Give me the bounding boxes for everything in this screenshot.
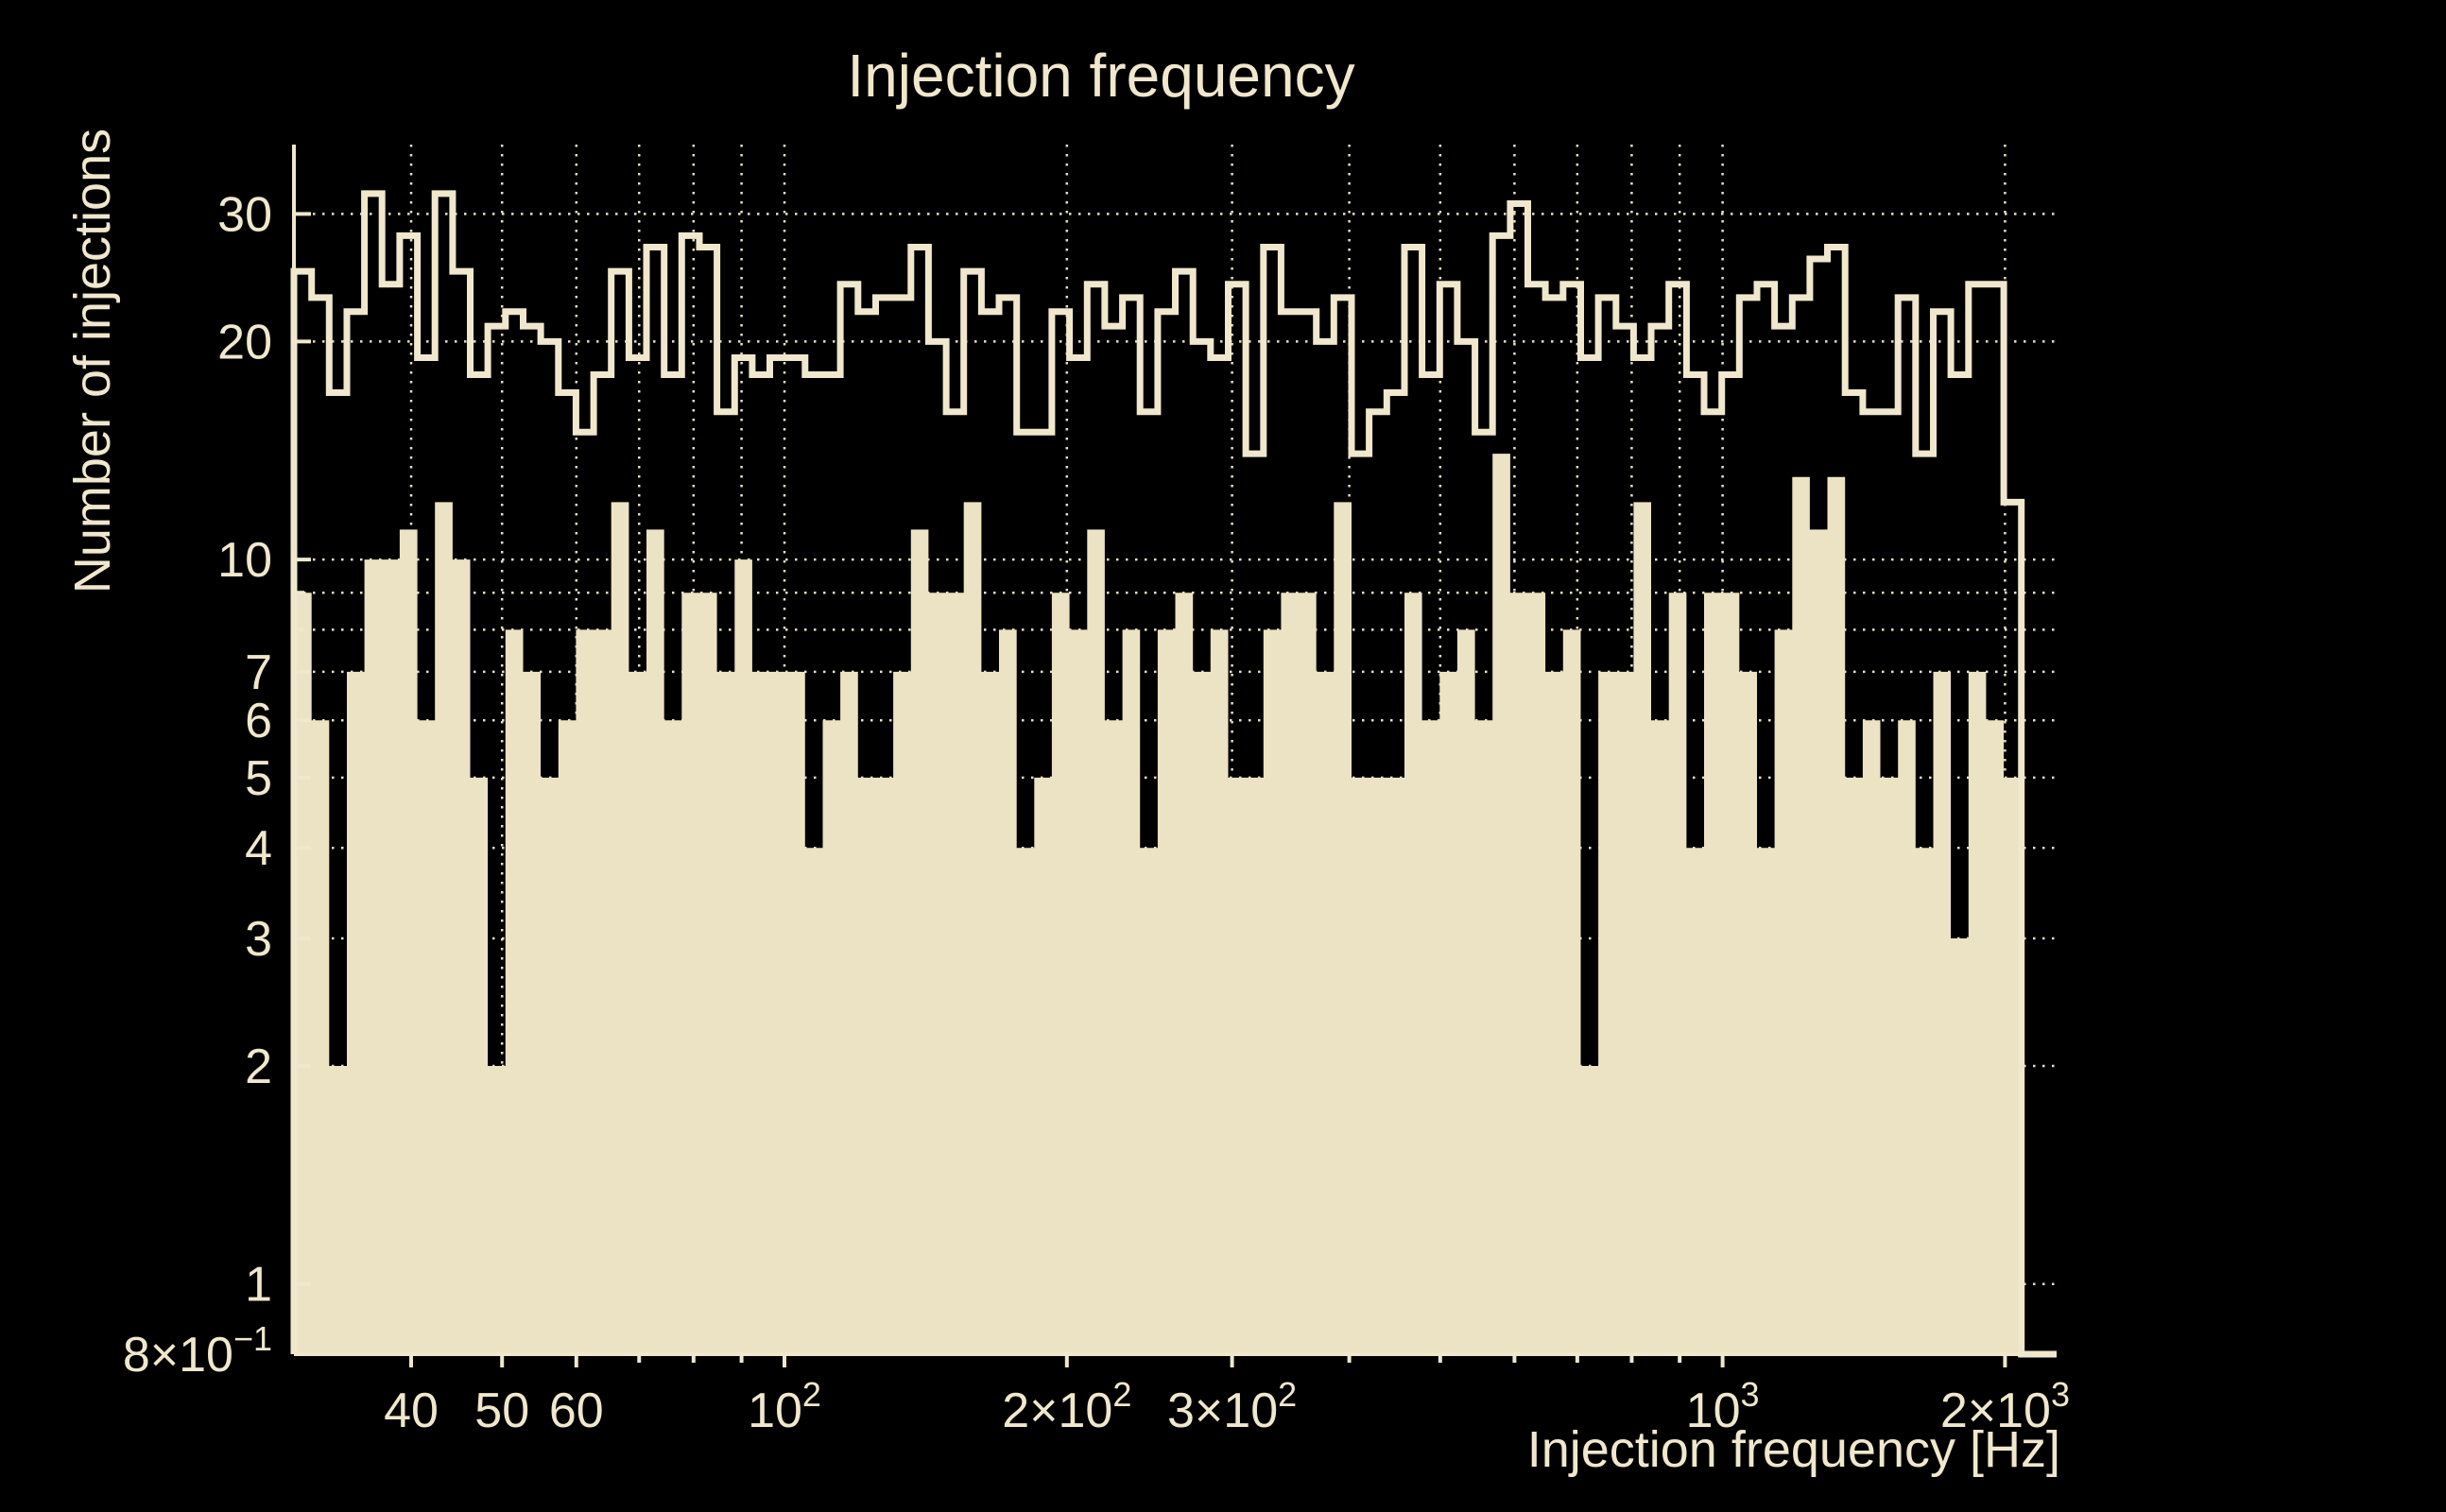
filled-histogram-path [294,454,2057,1355]
x-tick-label: 103 [1686,1375,1760,1438]
x-tick-label: 3×102 [1167,1375,1297,1438]
x-tick-label: 40 [384,1383,439,1438]
y-tick-label: 6 [245,694,272,748]
y-tick-label: 8×10−1 [123,1319,272,1383]
y-tick-label: 3 [245,912,272,967]
x-tick-label: 102 [748,1375,821,1438]
y-tick-label: 7 [245,645,272,700]
axes-and-ticks [292,145,2057,1367]
filled-histogram [294,454,2057,1355]
y-tick-label: 2 [245,1040,272,1094]
x-axis-title: Injection frequency [Hz] [1527,1421,2060,1478]
x-tick-label: 2×102 [1002,1375,1131,1438]
y-tick-label: 30 [217,187,272,242]
x-tick-label: 50 [474,1383,529,1438]
outline-histogram [290,190,2057,1358]
x-tick-label: 2×103 [1940,1375,2070,1438]
y-tick-label: 1 [245,1258,272,1313]
tick-labels: 30 20 10 765 4 3 2 1 8×10−1 40 50 60 102 2×102 3×102 10… [123,187,2070,1438]
y-tick-label: 10 [217,533,272,588]
x-tick-label: 60 [549,1383,604,1438]
chart-title: Injection frequency [847,42,1354,110]
y-tick-label: 4 [245,821,272,876]
y-axis-title: Number of injections [64,129,121,593]
y-tick-label: 5 [245,751,272,806]
outline-histogram-path [290,190,2057,1358]
y-tick-label: 20 [217,315,272,369]
